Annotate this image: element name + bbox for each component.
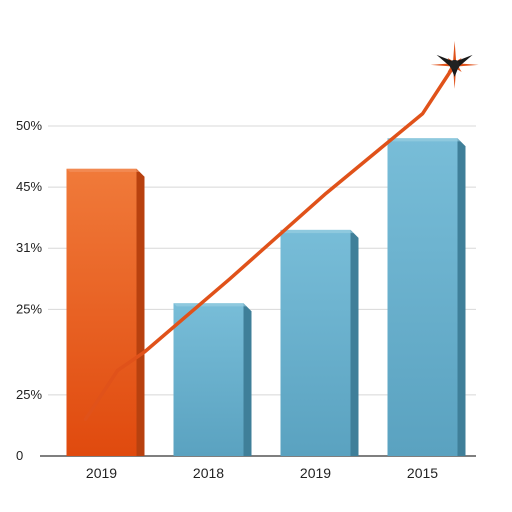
bar [280, 229, 359, 456]
bar-face [387, 138, 458, 456]
x-tick-label: 2018 [193, 465, 224, 481]
trend-line [83, 63, 457, 422]
x-tick-label: 2015 [407, 465, 438, 481]
y-tick-label: 50% [16, 118, 42, 133]
x-tick-label: 2019 [300, 465, 331, 481]
bar-side [136, 168, 145, 456]
star-icon [430, 40, 479, 89]
bar-top [280, 229, 354, 234]
bar-layer [66, 138, 466, 456]
bar [387, 138, 466, 456]
bar-side [350, 229, 359, 456]
bar-top [387, 138, 461, 142]
x-tick-label: 2019 [86, 465, 117, 481]
bar-top [173, 303, 247, 307]
bar-face [173, 303, 244, 456]
bar-side [457, 138, 466, 456]
bar-face [280, 229, 351, 456]
y-tick-label: 25% [16, 301, 42, 316]
y-tick-label: 0 [16, 448, 23, 463]
y-tick-label: 25% [16, 387, 42, 402]
bar-side [243, 303, 252, 456]
bar-face [66, 168, 137, 456]
bar [66, 168, 145, 456]
y-tick-label: 31% [16, 240, 42, 255]
trend-line-layer [83, 40, 479, 422]
bar [173, 303, 252, 456]
label-layer: 0 25% 25% 31% 45% 50% 2019 2018 2019 2015 [16, 118, 438, 481]
bar-top [66, 168, 140, 172]
y-tick-label: 45% [16, 179, 42, 194]
